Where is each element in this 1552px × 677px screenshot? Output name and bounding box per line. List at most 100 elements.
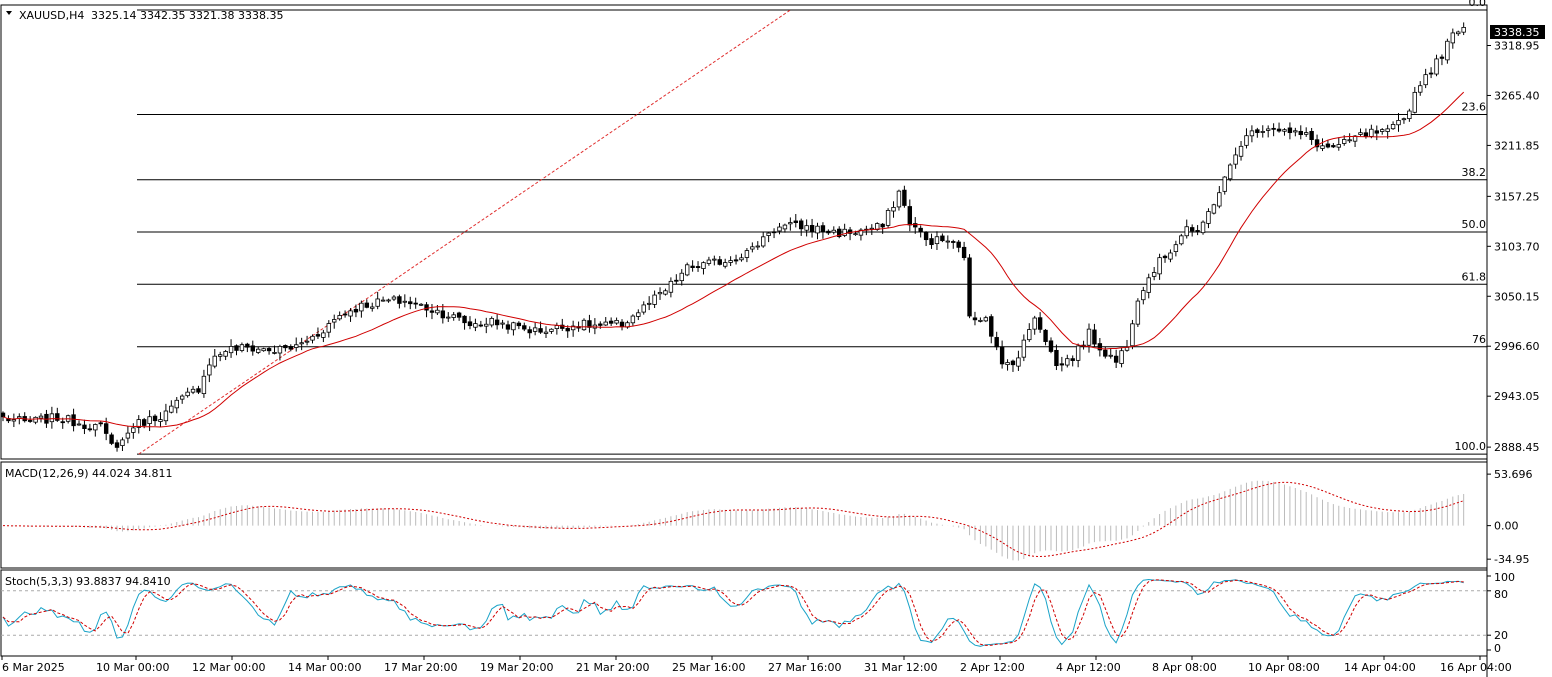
candle-body [554,325,560,330]
candle [228,339,234,358]
candle [321,329,326,343]
candle-body [489,317,494,326]
candle-body [983,317,989,322]
candle [570,320,576,337]
candle-body [646,302,652,305]
time-tick-label: 27 Mar 16:00 [768,661,841,674]
candle [657,287,663,300]
candle [1314,134,1320,152]
candle-body [1450,32,1456,44]
stoch-main-path [2,578,1464,647]
candle [201,369,207,398]
candle [1124,339,1130,352]
candle-body [283,345,288,349]
candle [1407,108,1412,122]
candle [989,314,994,344]
candle-body [761,236,766,247]
candle-body [1032,317,1037,330]
candle-body [1173,244,1179,252]
candle [98,421,103,427]
candle [1276,122,1282,133]
candle-body [750,246,755,250]
candle-body [147,416,152,424]
candle-body [1298,130,1303,136]
candle [147,410,152,432]
candle-body [777,226,782,232]
candle [1428,67,1434,79]
candle [608,317,614,327]
candle-body [1184,226,1189,237]
candle [744,248,750,263]
candle [364,299,370,309]
candle-body [435,309,440,314]
candle-body [1320,145,1325,149]
candle [913,217,918,234]
candle [1081,340,1086,350]
candle-body [1309,131,1314,141]
candle-body [456,312,462,318]
price-tick-label: 2943.05 [1494,390,1540,403]
candle [820,222,826,239]
candle-body [712,258,717,261]
candle [565,325,570,338]
time-axis: 6 Mar 2025 10 Mar 00:00 12 Mar 00:00 14 Mar… [1,655,1512,674]
candle [239,342,245,353]
candle-body [462,315,467,324]
candle-body [1092,329,1097,345]
macd-panel[interactable]: 53.696 0.00 -34.95 MACD(12,26,9) 44.024 34… [0,461,1533,569]
candle [169,400,174,414]
candle-body [239,344,245,351]
candle [451,311,456,321]
candle [522,322,527,332]
candle-body [1119,350,1124,364]
candle-body [76,423,82,426]
time-tick-label: 10 Mar 00:00 [96,661,169,674]
candle-body [1287,127,1293,134]
candle [532,322,538,336]
candle [375,291,380,310]
candle [1336,137,1341,151]
candle-body [261,348,266,352]
candle-body [1244,135,1249,146]
candle-body [49,413,55,423]
candle-body [125,432,131,439]
candle [163,403,169,426]
candle-body [1336,144,1341,148]
candle [380,296,386,302]
candle-body [755,245,760,248]
candle [1103,346,1108,359]
candle [1179,233,1184,246]
candle [397,294,402,309]
dropdown-triangle-icon[interactable] [6,11,12,15]
candle-body [1130,323,1135,347]
candle [0,411,6,422]
candle [93,423,98,437]
candle [804,219,809,237]
candle-body [739,257,744,261]
candle-body [1217,192,1222,207]
candle-body [522,325,527,330]
candle [1195,225,1200,236]
macd-histogram [7,480,1465,561]
candle [1016,350,1021,371]
candle-body [1363,132,1369,137]
candle [1282,128,1287,136]
candle-body [516,322,522,327]
candle [1396,113,1401,132]
candle-body [1103,349,1108,357]
candle-body [1385,128,1390,132]
stoch-tick-label: 20 [1494,629,1508,642]
candle-body [793,220,798,223]
candle [1141,286,1146,305]
candle-body [1097,343,1103,351]
candle [207,358,212,383]
stoch-tick-label: 0 [1494,642,1501,655]
stochastic-panel[interactable]: 100 80 200 Stoch(5,3,3) 93.8837 94.8410 [0,569,1515,657]
candle-body [326,323,331,333]
candle-body [532,327,538,332]
candle [885,208,891,228]
time-tick-label: 14 Apr 04:00 [1344,661,1416,674]
candle [304,335,310,346]
